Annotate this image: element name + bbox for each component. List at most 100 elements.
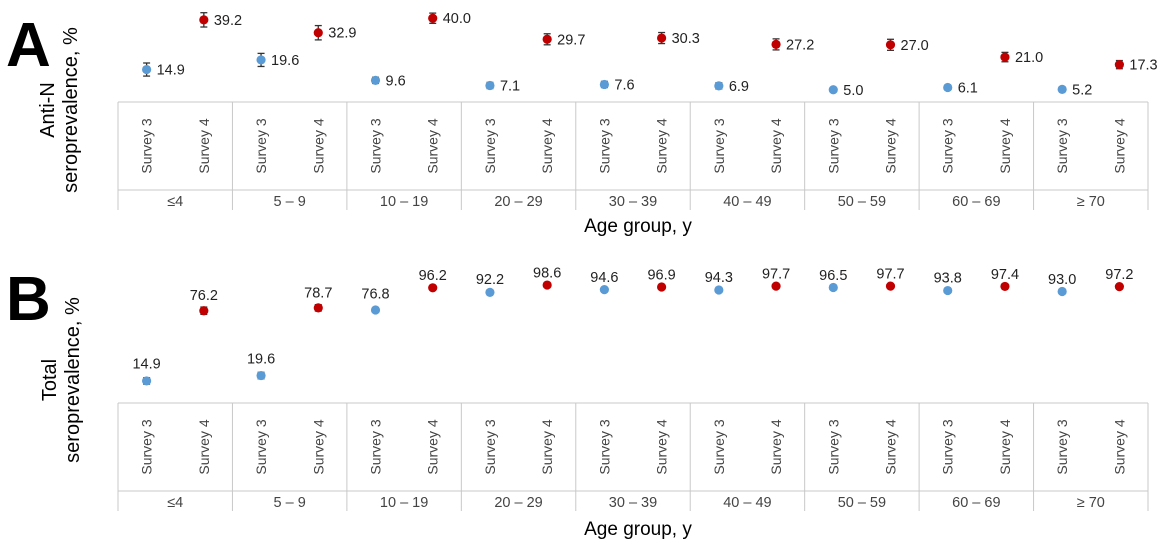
sub-category-tick-label: Survey 3 — [368, 118, 384, 173]
sub-category-tick-label: Survey 3 — [825, 118, 841, 173]
data-point — [771, 39, 781, 49]
x-tick-label: 5 – 9 — [274, 194, 306, 210]
sub-category-tick-label: Survey 4 — [425, 118, 441, 173]
y-axis-label-line: Total — [39, 359, 61, 401]
data-point — [714, 81, 724, 91]
data-label: 97.7 — [876, 267, 904, 283]
x-tick-label: ≤4 — [167, 495, 183, 511]
y-axis-label-line: Anti-N — [37, 82, 59, 138]
data-label: 21.0 — [1015, 50, 1043, 66]
data-point — [542, 34, 552, 44]
data-label: 29.7 — [557, 32, 585, 48]
data-label: 97.7 — [762, 267, 790, 283]
data-point — [885, 40, 896, 50]
sub-category-tick-label: Survey 3 — [711, 118, 727, 173]
sub-category-tick-label: Survey 3 — [139, 118, 155, 173]
x-tick-label: 20 – 29 — [494, 194, 542, 210]
data-label: 9.6 — [386, 73, 406, 89]
x-tick-label: 60 – 69 — [952, 495, 1000, 511]
sub-category-tick-label: Survey 3 — [139, 419, 155, 474]
sub-category-tick-label: Survey 3 — [253, 419, 269, 474]
data-label: 97.4 — [991, 267, 1019, 283]
sub-category-tick-label: Survey 3 — [940, 419, 956, 474]
data-point — [657, 33, 667, 43]
data-point — [1000, 281, 1010, 292]
data-point — [1114, 282, 1124, 292]
data-point — [428, 283, 438, 293]
sub-category-tick-label: Survey 3 — [940, 118, 956, 173]
data-point — [943, 285, 953, 296]
x-axis-label: Age group, y — [584, 519, 692, 540]
data-label: 5.0 — [843, 83, 863, 99]
data-point — [256, 55, 266, 65]
x-tick-label: 30 – 39 — [609, 194, 657, 210]
data-point — [599, 79, 609, 90]
sub-category-tick-label: Survey 4 — [768, 118, 784, 173]
sub-category-tick-label: Survey 4 — [425, 419, 441, 474]
sub-category-tick-label: Survey 4 — [883, 118, 899, 173]
data-label: 94.6 — [590, 270, 618, 286]
panel-label-B: B — [6, 265, 51, 334]
data-label: 40.0 — [443, 11, 471, 27]
data-point — [370, 305, 381, 315]
panel-label-A: A — [6, 11, 51, 80]
data-label: 27.0 — [901, 38, 929, 54]
data-point — [599, 285, 609, 295]
sub-category-tick-label: Survey 3 — [825, 419, 841, 474]
data-label: 76.2 — [190, 288, 218, 304]
data-label: 97.2 — [1105, 267, 1133, 283]
data-point — [199, 15, 209, 25]
sub-category-tick-label: Survey 4 — [997, 419, 1013, 474]
data-point — [485, 287, 495, 297]
sub-category-tick-label: Survey 3 — [596, 118, 612, 173]
data-point — [142, 376, 152, 386]
data-label: 96.9 — [647, 267, 675, 283]
sub-category-tick-label: Survey 4 — [539, 118, 555, 173]
sub-category-tick-label: Survey 3 — [711, 419, 727, 474]
data-point — [885, 281, 896, 291]
x-axis-label: Age group, y — [584, 216, 692, 237]
sub-category-tick-label: Survey 3 — [482, 419, 498, 474]
sub-category-tick-label: Survey 4 — [310, 419, 326, 474]
x-tick-label: 20 – 29 — [494, 495, 542, 511]
x-tick-label: 40 – 49 — [723, 194, 771, 210]
data-label: 96.5 — [819, 268, 847, 284]
sub-category-tick-label: Survey 4 — [310, 118, 326, 173]
y-axis-label: Anti-Nseroprevalence, % — [37, 27, 82, 193]
sub-category-tick-label: Survey 3 — [368, 419, 384, 474]
data-point — [1000, 52, 1010, 62]
sub-category-tick-label: Survey 3 — [482, 118, 498, 173]
data-point — [485, 80, 495, 91]
x-tick-label: 30 – 39 — [609, 495, 657, 511]
data-point — [313, 303, 323, 313]
data-label: 19.6 — [271, 53, 299, 69]
x-tick-label: 50 – 59 — [838, 495, 886, 511]
data-label: 6.1 — [958, 81, 978, 97]
data-point — [428, 13, 438, 23]
x-tick-label: 50 – 59 — [838, 194, 886, 210]
data-label: 98.6 — [533, 266, 561, 282]
x-tick-label: 5 – 9 — [274, 495, 306, 511]
sub-category-tick-label: Survey 4 — [654, 118, 670, 173]
data-point — [943, 82, 953, 93]
sub-category-tick-label: Survey 4 — [883, 419, 899, 474]
data-label: 96.2 — [419, 268, 447, 284]
data-point — [828, 282, 838, 293]
data-label: 76.8 — [361, 287, 389, 303]
x-tick-label: 40 – 49 — [723, 495, 771, 511]
x-tick-label: ≥ 70 — [1077, 495, 1105, 511]
data-label: 32.9 — [328, 26, 356, 42]
data-label: 7.1 — [500, 78, 520, 94]
sub-category-tick-label: Survey 4 — [654, 419, 670, 474]
sub-category-tick-label: Survey 4 — [768, 419, 784, 474]
sub-category-tick-label: Survey 4 — [539, 419, 555, 474]
data-label: 39.2 — [214, 13, 242, 29]
data-point — [542, 280, 552, 290]
data-point — [199, 306, 209, 316]
data-point — [1057, 286, 1067, 297]
data-point — [370, 75, 381, 85]
data-point — [771, 281, 781, 291]
sub-category-tick-label: Survey 4 — [1111, 419, 1127, 474]
data-point — [1057, 84, 1067, 94]
